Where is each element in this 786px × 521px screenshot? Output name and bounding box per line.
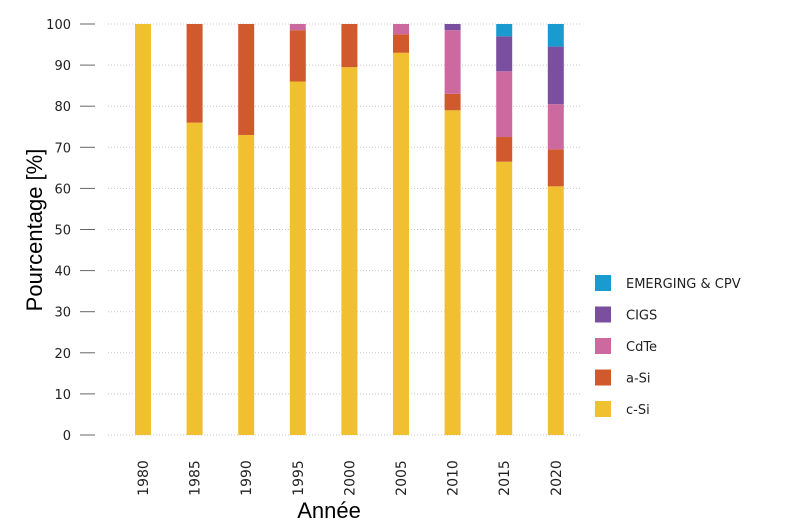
bar-emerging-cpv-2015 bbox=[496, 24, 513, 37]
x-tick-label: 1990 bbox=[239, 460, 255, 496]
bar-a-si-2005 bbox=[393, 34, 409, 53]
bar-c-si-2005 bbox=[393, 52, 409, 436]
x-tick-label: 1985 bbox=[188, 460, 204, 496]
y-tick-label: 20 bbox=[54, 347, 71, 362]
bar-a-si-2000 bbox=[341, 24, 358, 68]
bar-c-si-2010 bbox=[444, 110, 461, 435]
legend-swatch bbox=[595, 369, 611, 386]
x-tick-label: 1980 bbox=[136, 460, 152, 496]
bar-a-si-1990 bbox=[238, 24, 255, 135]
legend: EMERGING & CPV CIGS CdTe a-Si c-Si bbox=[595, 275, 741, 418]
bars bbox=[135, 24, 564, 436]
legend-swatch bbox=[595, 306, 611, 323]
y-tick-label: 10 bbox=[54, 388, 71, 403]
bar-c-si-1995 bbox=[289, 81, 306, 435]
legend-swatch bbox=[595, 338, 611, 354]
bar-cigs-2020 bbox=[547, 46, 564, 105]
bar-cdte-2010 bbox=[444, 30, 461, 94]
legend-label: CIGS bbox=[626, 309, 657, 324]
bar-c-si-2000 bbox=[341, 67, 358, 435]
legend-label: EMERGING & CPV bbox=[626, 277, 741, 292]
bar-c-si-1980 bbox=[135, 24, 151, 435]
bar-cigs-2010 bbox=[444, 24, 461, 31]
y-tick-label: 70 bbox=[54, 141, 71, 156]
y-tick-label: 100 bbox=[46, 18, 71, 33]
legend-swatch bbox=[595, 275, 611, 291]
y-tick-label: 50 bbox=[54, 224, 71, 239]
x-tick-label: 2020 bbox=[549, 460, 565, 496]
bar-c-si-1990 bbox=[238, 134, 255, 435]
x-axis-label: Année bbox=[297, 498, 361, 521]
legend-label: CdTe bbox=[626, 340, 657, 355]
bar-cdte-2005 bbox=[393, 24, 409, 35]
bar-cdte-2015 bbox=[496, 71, 513, 138]
y-tick-label: 0 bbox=[63, 429, 71, 444]
y-axis-label: Pourcentage [%] bbox=[22, 149, 47, 312]
x-axis-ticks: 1980 1985 1990 1995 2000 2005 2010 2015 2020 bbox=[136, 460, 565, 496]
bar-a-si-1985 bbox=[186, 24, 203, 123]
bar-cdte-1995 bbox=[289, 24, 306, 31]
bar-a-si-2010 bbox=[444, 93, 461, 111]
y-tick-label: 90 bbox=[54, 59, 71, 74]
bar-a-si-2015 bbox=[496, 137, 513, 162]
y-tick-label: 80 bbox=[54, 100, 71, 115]
x-tick-label: 1995 bbox=[291, 460, 307, 496]
bar-c-si-2015 bbox=[496, 161, 513, 435]
bar-cigs-2015 bbox=[496, 36, 513, 72]
x-tick-label: 2000 bbox=[342, 460, 358, 496]
bar-a-si-1995 bbox=[289, 30, 306, 82]
x-tick-label: 2010 bbox=[446, 460, 462, 496]
legend-label: c-Si bbox=[626, 403, 650, 418]
y-tick-label: 60 bbox=[54, 182, 71, 197]
legend-label: a-Si bbox=[626, 372, 651, 387]
y-tick-label: 40 bbox=[54, 265, 71, 280]
y-tick-label: 30 bbox=[54, 306, 71, 321]
bar-a-si-2020 bbox=[547, 149, 564, 187]
bar-c-si-2020 bbox=[547, 186, 564, 435]
legend-swatch bbox=[595, 401, 611, 417]
bar-emerging-cpv-2020 bbox=[547, 24, 564, 47]
x-tick-label: 2015 bbox=[497, 460, 513, 496]
bar-cdte-2020 bbox=[547, 104, 564, 150]
y-axis-ticks: 0 10 20 30 40 50 60 70 80 90 100 bbox=[46, 18, 95, 444]
bar-c-si-1985 bbox=[186, 122, 203, 435]
x-tick-label: 2005 bbox=[394, 460, 410, 496]
